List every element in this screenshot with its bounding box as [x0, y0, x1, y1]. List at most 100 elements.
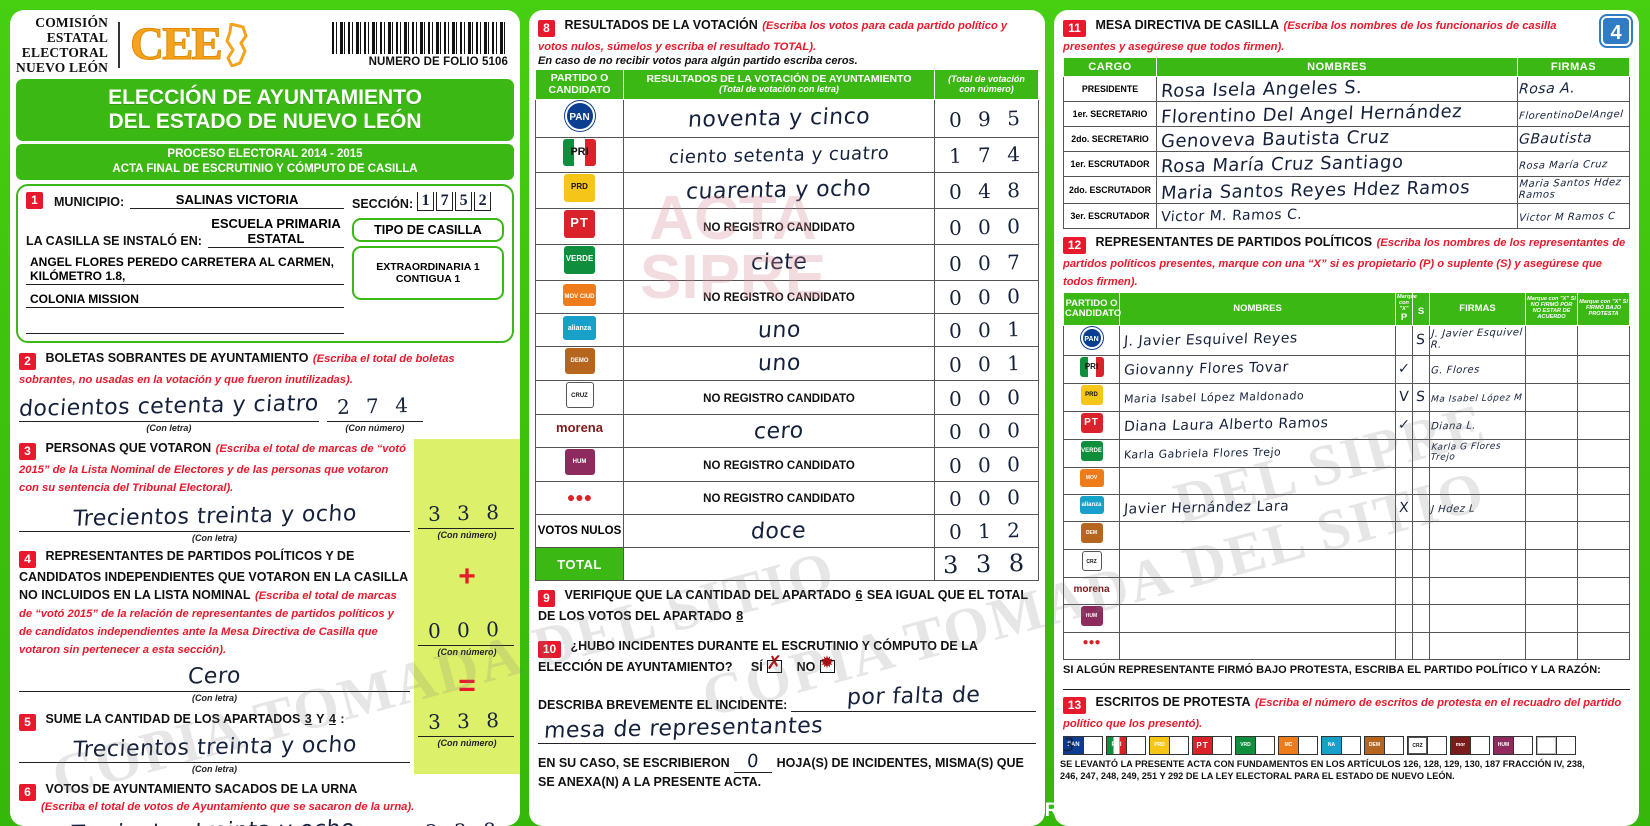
- nombre-cell[interactable]: Maria Santos Reyes Hdez Ramos: [1156, 176, 1518, 204]
- hojas-value-field[interactable]: 0: [734, 751, 773, 774]
- nombre-cell[interactable]: [1119, 520, 1396, 550]
- firma-cell[interactable]: FlorentinoDelAngel: [1517, 101, 1630, 127]
- p-cell[interactable]: X: [1395, 493, 1413, 522]
- s-cell[interactable]: [1412, 466, 1430, 495]
- section-2-numero-field[interactable]: 2 7 4: [326, 393, 423, 423]
- nombre-cell[interactable]: Genoveva Bautista Cruz: [1156, 126, 1518, 152]
- p-cell[interactable]: [1395, 438, 1413, 468]
- s-cell[interactable]: [1412, 520, 1430, 550]
- bajo-protesta-cell[interactable]: [1577, 520, 1630, 550]
- nombre-cell[interactable]: J. Javier Esquivel Reyes: [1119, 324, 1396, 356]
- s-cell[interactable]: [1412, 548, 1430, 578]
- nombre-cell[interactable]: [1119, 631, 1396, 660]
- firma-cell[interactable]: [1429, 548, 1526, 578]
- s-cell[interactable]: [1412, 493, 1430, 522]
- s-cell[interactable]: S: [1412, 382, 1430, 412]
- nombre-cell[interactable]: Diana Laura Alberto Ramos: [1119, 410, 1396, 440]
- bajo-protesta-cell[interactable]: [1577, 354, 1630, 384]
- letra-cell[interactable]: uno: [623, 313, 935, 348]
- s-cell[interactable]: [1412, 631, 1430, 660]
- bajo-protesta-cell[interactable]: [1577, 324, 1630, 356]
- votos-nulos-numero-cell[interactable]: 0 1 2: [934, 514, 1039, 549]
- nombre-cell[interactable]: Giovanny Flores Tovar: [1119, 354, 1396, 384]
- firma-cell[interactable]: [1429, 576, 1526, 605]
- numero-cell[interactable]: 0 0 1: [934, 346, 1039, 382]
- firma-cell[interactable]: [1429, 466, 1526, 495]
- numero-cell[interactable]: 0 0 0: [934, 280, 1039, 315]
- numero-cell[interactable]: 0 0 0: [934, 414, 1039, 449]
- bajo-protesta-cell[interactable]: [1577, 438, 1630, 468]
- nombre-cell[interactable]: Rosa María Cruz Santiago: [1156, 151, 1518, 177]
- numero-cell[interactable]: 0 0 0: [934, 380, 1039, 416]
- no-firmo-cell[interactable]: [1525, 466, 1578, 495]
- protesta-box-humanista[interactable]: HUM: [1493, 735, 1533, 755]
- nombre-cell[interactable]: Karla Gabriela Flores Trejo: [1119, 438, 1396, 468]
- casilla-location-value[interactable]: ESCUELA PRIMARIA ESTATAL: [207, 216, 344, 249]
- letra-cell[interactable]: NO REGISTRO CANDIDATO: [623, 481, 935, 516]
- firma-cell[interactable]: Rosa A.: [1517, 76, 1630, 102]
- nombre-cell[interactable]: Victor M. Ramos C.: [1156, 203, 1518, 229]
- nombre-cell[interactable]: [1119, 466, 1396, 495]
- s-cell[interactable]: S: [1412, 324, 1430, 356]
- p-cell[interactable]: [1395, 520, 1413, 550]
- section-4-letra-field[interactable]: Cero: [19, 664, 410, 693]
- firma-cell[interactable]: [1429, 603, 1526, 633]
- bajo-protesta-cell[interactable]: [1577, 410, 1630, 440]
- firma-cell[interactable]: J Hdez L: [1429, 493, 1526, 522]
- no-checkbox[interactable]: ✹: [819, 653, 835, 674]
- firma-cell[interactable]: J. Javier Esquivel R.: [1429, 324, 1526, 356]
- section-5-letra-field[interactable]: Trecientos treinta y ocho: [19, 732, 410, 764]
- protesta-box-encuentro[interactable]: ●●●: [1536, 735, 1576, 755]
- protesta-box-cruzada[interactable]: CRZ: [1407, 735, 1447, 755]
- s-cell[interactable]: [1412, 603, 1430, 633]
- nombre-cell[interactable]: [1119, 548, 1396, 578]
- nombre-cell[interactable]: [1119, 603, 1396, 633]
- section-3-numero-field[interactable]: 3 3 8: [418, 500, 514, 530]
- numero-cell[interactable]: 0 0 0: [934, 208, 1039, 246]
- nombre-cell[interactable]: Rosa Isela Angeles S.: [1156, 76, 1518, 102]
- no-firmo-cell[interactable]: [1525, 493, 1578, 522]
- municipio-value[interactable]: SALINAS VICTORIA: [130, 192, 344, 210]
- seccion-digit-4[interactable]: 2: [474, 192, 492, 212]
- p-cell[interactable]: [1395, 631, 1413, 660]
- s-cell[interactable]: [1412, 438, 1430, 468]
- no-firmo-cell[interactable]: [1525, 520, 1578, 550]
- firma-cell[interactable]: [1429, 631, 1526, 660]
- p-cell[interactable]: [1395, 576, 1413, 605]
- p-cell[interactable]: V: [1395, 382, 1413, 412]
- section-2-letra-field[interactable]: docientos cetenta y ciatro: [18, 391, 320, 423]
- protesta-box-democrata[interactable]: DEM: [1364, 735, 1404, 755]
- letra-cell[interactable]: ciete: [623, 244, 935, 282]
- s-cell[interactable]: [1412, 354, 1430, 384]
- letra-cell[interactable]: uno: [623, 346, 935, 382]
- letra-cell[interactable]: cuarenta y ocho: [623, 172, 935, 210]
- no-firmo-cell[interactable]: [1525, 324, 1578, 356]
- votos-nulos-letra-cell[interactable]: doce: [623, 514, 935, 549]
- numero-cell[interactable]: 0 0 0: [934, 481, 1039, 516]
- protesta-box-alianza[interactable]: NA: [1321, 735, 1361, 755]
- letra-cell[interactable]: noventa y cinco: [623, 99, 935, 139]
- p-cell[interactable]: [1395, 603, 1413, 633]
- numero-cell[interactable]: 0 4 8: [934, 172, 1039, 210]
- bajo-protesta-cell[interactable]: [1577, 576, 1630, 605]
- si-checkbox[interactable]: ✗: [766, 652, 783, 675]
- numero-cell[interactable]: 1 7 4: [934, 137, 1039, 174]
- section-4-numero-field[interactable]: 0 0 0: [418, 617, 514, 647]
- firma-cell[interactable]: [1429, 520, 1526, 550]
- no-firmo-cell[interactable]: [1525, 631, 1578, 660]
- protesta-box-morena[interactable]: mor: [1450, 735, 1490, 755]
- protest-note-field[interactable]: [1063, 676, 1630, 690]
- bajo-protesta-cell[interactable]: [1577, 548, 1630, 578]
- section-3-letra-field[interactable]: Trecientos treinta y ocho: [19, 501, 410, 533]
- s-cell[interactable]: [1412, 410, 1430, 440]
- seccion-digit-3[interactable]: 5: [455, 192, 473, 212]
- nombre-cell[interactable]: [1119, 576, 1396, 605]
- p-cell[interactable]: ✓: [1395, 410, 1413, 440]
- seccion-digits[interactable]: 1 7 5 2: [417, 192, 492, 212]
- casilla-address-line-1[interactable]: ANGEL FLORES PEREDO CARRETERA AL CARMEN,…: [26, 255, 344, 286]
- tipo-casilla-value[interactable]: EXTRAORDINARIA 1 CONTIGUA 1: [352, 246, 504, 301]
- firma-cell[interactable]: Victor M Ramos C: [1517, 203, 1630, 229]
- numero-cell[interactable]: 0 0 0: [934, 447, 1039, 483]
- no-firmo-cell[interactable]: [1525, 548, 1578, 578]
- bajo-protesta-cell[interactable]: [1577, 382, 1630, 412]
